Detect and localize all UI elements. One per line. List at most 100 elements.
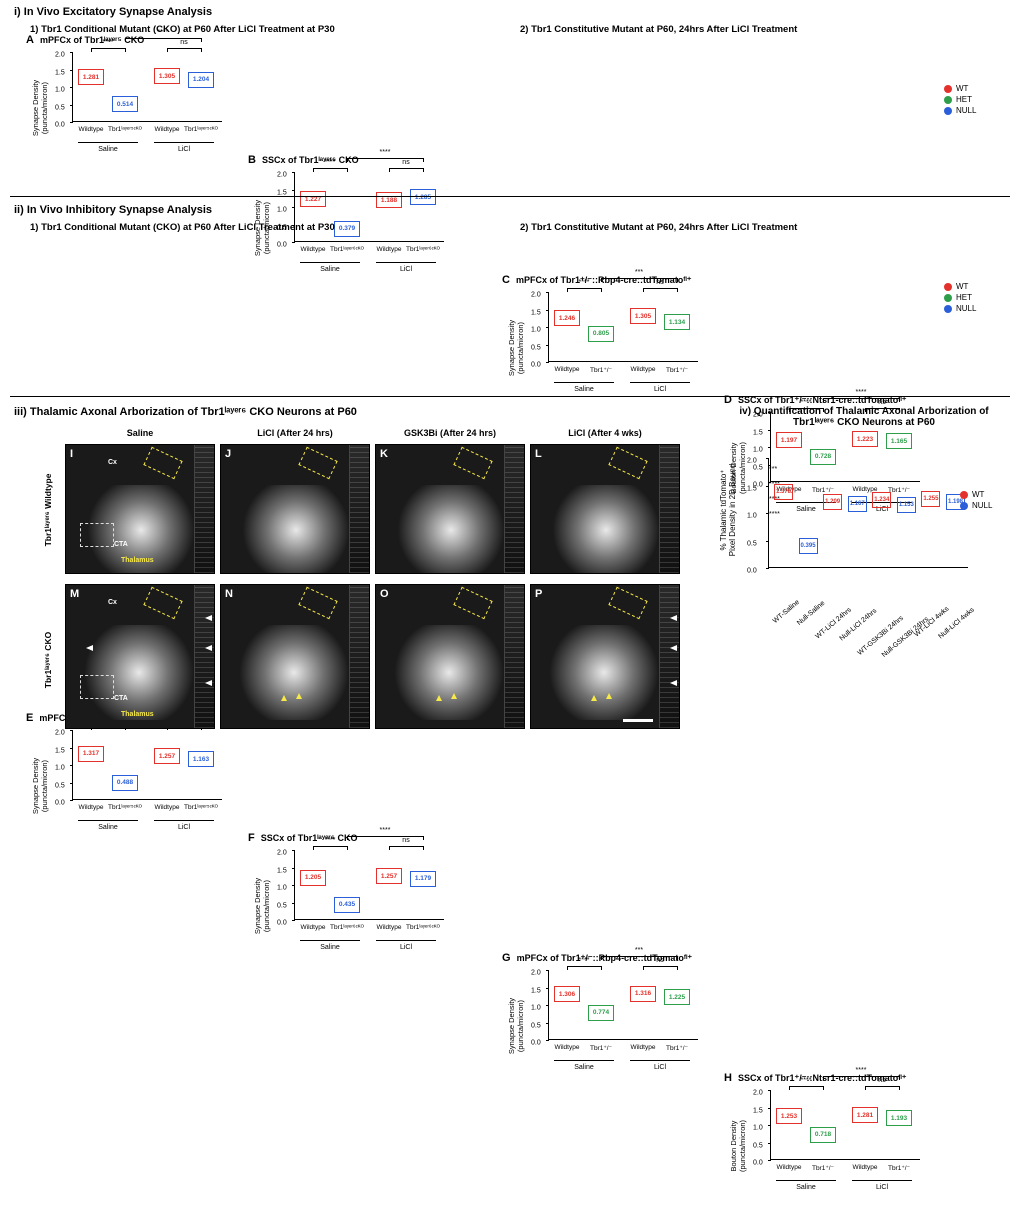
x-category: Tbr1⁺/⁻	[666, 366, 688, 374]
y-tick: 2.0	[531, 292, 541, 299]
group-label: Saline	[320, 266, 339, 273]
y-tick: 1.5	[277, 867, 287, 874]
data-box: 1.209	[823, 494, 842, 510]
y-axis-label: Synapse Density(puncta/micron)	[31, 758, 49, 814]
x-category: Wildtype	[301, 246, 326, 253]
image-O: O	[375, 584, 525, 729]
y-tick: 1.5	[55, 747, 65, 754]
sig-label: ****	[375, 149, 395, 156]
data-box: 1.316	[630, 986, 656, 1002]
y-tick: 2.0	[531, 970, 541, 977]
data-box: 0.805	[588, 326, 614, 342]
chart-title: SSCx of Tbr1ˡᵃʸᵉʳ⁶ CKO	[262, 155, 359, 165]
y-tick: 0.0	[55, 800, 65, 807]
y-tick: 1.0	[747, 513, 757, 520]
sig-label: ***	[769, 466, 789, 473]
data-box: 1.197	[776, 432, 802, 448]
panel-letter: J	[225, 448, 231, 460]
sig-label: ns	[650, 279, 670, 286]
y-tick: 0.0	[531, 362, 541, 369]
legend-i: WT HET NULL	[944, 84, 976, 117]
chart-H: HSSCx of Tbr1⁺/⁻::Ntsr1-cre::tdTomatoᶠˡ⁺…	[742, 1086, 932, 1206]
x-category: Wildtype	[631, 1044, 656, 1051]
data-box: 1.253	[776, 1108, 802, 1124]
chart-C: CmPFCx of Tbr1⁺/⁻::Rbp4-cre::tdTomatoᶠˡ⁺…	[520, 288, 710, 408]
data-box: 1.193	[886, 1110, 912, 1126]
x-category: Tbr1⁺/⁻	[590, 1044, 612, 1052]
x-category: Tbr1ˡᵃʸᵉʳ⁶ᶜᴷᴼ	[330, 924, 364, 931]
group-label: Saline	[796, 1184, 815, 1191]
data-box: 1.223	[852, 431, 878, 447]
data-box: 0.379	[334, 221, 360, 237]
x-category: Wildtype	[555, 1044, 580, 1051]
data-box: 1.305	[630, 308, 656, 324]
y-tick: 0.5	[55, 782, 65, 789]
data-box: 1.281	[852, 1107, 878, 1123]
data-box: 1.153	[897, 497, 916, 513]
data-box: 0.514	[112, 96, 138, 112]
panel-letter: O	[380, 588, 389, 600]
sig-label: ****	[574, 279, 594, 286]
group-label: Saline	[98, 146, 117, 153]
data-box: 1.306	[554, 986, 580, 1002]
group-label: LiCl	[654, 1064, 666, 1071]
panel-letter: C	[502, 274, 510, 286]
sig-label: ****	[153, 29, 173, 36]
section-ii-title: ii) In Vivo Inhibitory Synapse Analysis	[14, 204, 212, 216]
data-box: 1.205	[300, 870, 326, 886]
data-box: 1.317	[78, 746, 104, 762]
data-box: 1.225	[664, 989, 690, 1005]
y-tick: 0.5	[753, 1142, 763, 1149]
group-label: Saline	[98, 824, 117, 831]
chart-A: AmPFCx of Tbr1ˡᵃʸᵉʳ⁵ CKOSynapse Density(…	[44, 48, 234, 168]
data-box: 1.227	[300, 191, 326, 207]
y-tick: 2.0	[747, 458, 757, 465]
ann-cx: Cx	[108, 599, 117, 606]
data-box: 1.167	[848, 496, 867, 512]
panel-letter: L	[535, 448, 542, 460]
legend-label-het: HET	[956, 95, 972, 104]
data-box: 0.718	[810, 1127, 836, 1143]
sig-label: ****	[796, 1077, 816, 1084]
row-label-cko: Tbr1ˡᵃʸᵉʳ⁶ CKO	[43, 632, 53, 688]
y-tick: 1.5	[753, 429, 763, 436]
panel-letter: G	[502, 952, 511, 964]
y-tick: 2.0	[55, 52, 65, 59]
chart-iv: % Thalamic tdTomato⁺Pixel Density in 2D …	[726, 450, 986, 650]
x-category: Tbr1ˡᵃʸᵉʳ⁵ᶜᴷᴼ	[184, 804, 218, 811]
ann-thalamus: Thalamus	[121, 557, 154, 564]
y-tick: 1.5	[747, 485, 757, 492]
legend-iv: WT NULL	[960, 490, 992, 512]
section-ii-sub1: 1) Tbr1 Conditional Mutant (CKO) at P60 …	[30, 222, 335, 233]
panel-letter: H	[724, 1072, 732, 1084]
data-box: 1.257	[376, 868, 402, 884]
y-tick: 0.0	[277, 920, 287, 927]
y-tick: 1.5	[531, 309, 541, 316]
y-tick: 1.5	[277, 189, 287, 196]
image-K: K	[375, 444, 525, 574]
x-category: Wildtype	[155, 126, 180, 133]
data-box: 1.179	[410, 871, 436, 887]
section-iii-title: iii) Thalamic Axonal Arborization of Tbr…	[14, 406, 357, 418]
x-category: Tbr1⁺/⁻	[888, 1164, 910, 1172]
y-tick: 0.5	[747, 540, 757, 547]
y-tick: 1.5	[531, 987, 541, 994]
data-box: 0.395	[799, 538, 818, 554]
sig-label: ****	[851, 1067, 871, 1074]
x-category: Wildtype	[155, 804, 180, 811]
chart-G: GmPFCx of Tbr1⁺/⁻::Rbp4-cre::tdTomatoᶠˡ⁺…	[520, 966, 710, 1086]
y-tick: 1.0	[277, 885, 287, 892]
x-category: Wildtype	[777, 1164, 802, 1171]
x-category: Tbr1⁺/⁻	[590, 366, 612, 374]
group-label: LiCl	[876, 1184, 888, 1191]
y-axis-label: Synapse Density(puncta/micron)	[31, 80, 49, 136]
col-label-gsk: GSK3Bi (After 24 hrs)	[404, 428, 496, 438]
x-category: Wildtype	[79, 804, 104, 811]
y-axis-label: % Thalamic tdTomato⁺Pixel Density in 2D …	[719, 464, 737, 557]
image-L: L	[530, 444, 680, 574]
row-label-wt: Tbr1ˡᵃʸᵉʳ⁶ Wildtype	[43, 474, 53, 547]
sig-label: ****	[375, 827, 395, 834]
legend-label-null: NULL	[956, 304, 976, 313]
group-label: LiCl	[400, 266, 412, 273]
panel-letter: I	[70, 448, 73, 460]
